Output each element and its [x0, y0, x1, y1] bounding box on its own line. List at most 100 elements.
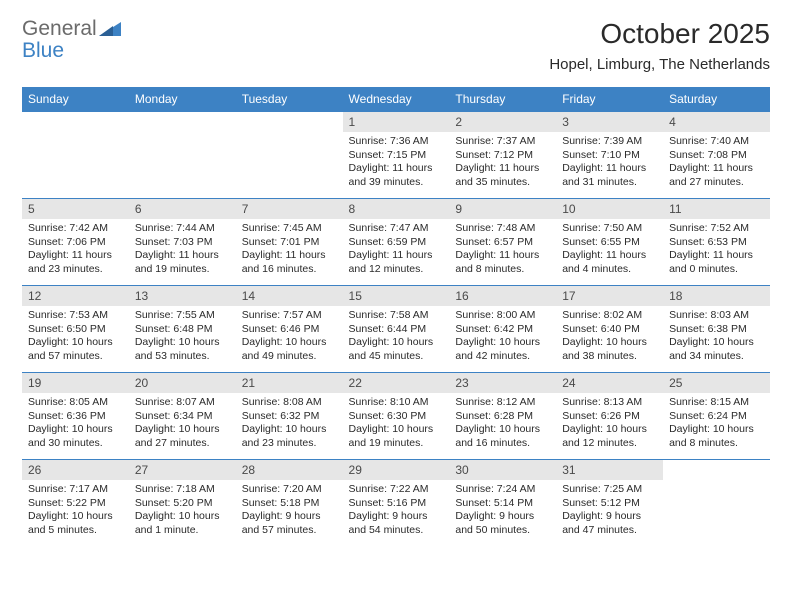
- calendar-page: General Blue October 2025 Hopel, Limburg…: [0, 0, 792, 546]
- day-details: Sunrise: 7:58 AMSunset: 6:44 PMDaylight:…: [343, 306, 450, 372]
- daylight-text: Daylight: 9 hours and 54 minutes.: [349, 510, 444, 537]
- sunset-text: Sunset: 6:50 PM: [28, 323, 123, 337]
- calendar-day-cell: 18Sunrise: 8:03 AMSunset: 6:38 PMDayligh…: [663, 286, 770, 373]
- day-details: Sunrise: 7:17 AMSunset: 5:22 PMDaylight:…: [22, 480, 129, 546]
- day-number: 5: [22, 199, 129, 219]
- day-details: Sunrise: 7:50 AMSunset: 6:55 PMDaylight:…: [556, 219, 663, 285]
- sunrise-text: Sunrise: 8:13 AM: [562, 396, 657, 410]
- sunset-text: Sunset: 6:59 PM: [349, 236, 444, 250]
- daylight-text: Daylight: 11 hours and 8 minutes.: [455, 249, 550, 276]
- day-number: 11: [663, 199, 770, 219]
- day-header-row: SundayMondayTuesdayWednesdayThursdayFrid…: [22, 87, 770, 112]
- calendar-day-cell: 12Sunrise: 7:53 AMSunset: 6:50 PMDayligh…: [22, 286, 129, 373]
- day-number: 28: [236, 460, 343, 480]
- sunrise-text: Sunrise: 7:37 AM: [455, 135, 550, 149]
- daylight-text: Daylight: 11 hours and 35 minutes.: [455, 162, 550, 189]
- sunset-text: Sunset: 6:57 PM: [455, 236, 550, 250]
- daylight-text: Daylight: 10 hours and 30 minutes.: [28, 423, 123, 450]
- calendar-day-cell: 16Sunrise: 8:00 AMSunset: 6:42 PMDayligh…: [449, 286, 556, 373]
- day-number: 15: [343, 286, 450, 306]
- logo-word-general: General: [22, 17, 97, 40]
- day-details: Sunrise: 8:00 AMSunset: 6:42 PMDaylight:…: [449, 306, 556, 372]
- day-number: 17: [556, 286, 663, 306]
- day-number: 3: [556, 112, 663, 132]
- day-details: [129, 132, 236, 198]
- day-details: Sunrise: 7:24 AMSunset: 5:14 PMDaylight:…: [449, 480, 556, 546]
- logo-text: General Blue: [22, 18, 97, 62]
- daylight-text: Daylight: 11 hours and 23 minutes.: [28, 249, 123, 276]
- day-number: 6: [129, 199, 236, 219]
- sunset-text: Sunset: 6:34 PM: [135, 410, 230, 424]
- day-number: 18: [663, 286, 770, 306]
- calendar-head: SundayMondayTuesdayWednesdayThursdayFrid…: [22, 87, 770, 112]
- calendar-day-cell: 14Sunrise: 7:57 AMSunset: 6:46 PMDayligh…: [236, 286, 343, 373]
- daylight-text: Daylight: 9 hours and 50 minutes.: [455, 510, 550, 537]
- day-header: Saturday: [663, 87, 770, 112]
- day-number: 29: [343, 460, 450, 480]
- daylight-text: Daylight: 10 hours and 12 minutes.: [562, 423, 657, 450]
- day-number: 30: [449, 460, 556, 480]
- sunrise-text: Sunrise: 7:36 AM: [349, 135, 444, 149]
- sunrise-text: Sunrise: 7:47 AM: [349, 222, 444, 236]
- calendar-day-cell: 2Sunrise: 7:37 AMSunset: 7:12 PMDaylight…: [449, 112, 556, 199]
- sunset-text: Sunset: 6:32 PM: [242, 410, 337, 424]
- sunset-text: Sunset: 6:38 PM: [669, 323, 764, 337]
- day-details: Sunrise: 8:02 AMSunset: 6:40 PMDaylight:…: [556, 306, 663, 372]
- day-header: Monday: [129, 87, 236, 112]
- calendar-day-cell: 13Sunrise: 7:55 AMSunset: 6:48 PMDayligh…: [129, 286, 236, 373]
- day-number: 8: [343, 199, 450, 219]
- sunset-text: Sunset: 6:44 PM: [349, 323, 444, 337]
- day-details: Sunrise: 7:53 AMSunset: 6:50 PMDaylight:…: [22, 306, 129, 372]
- daylight-text: Daylight: 10 hours and 27 minutes.: [135, 423, 230, 450]
- daylight-text: Daylight: 10 hours and 45 minutes.: [349, 336, 444, 363]
- day-header: Thursday: [449, 87, 556, 112]
- day-number: 4: [663, 112, 770, 132]
- daylight-text: Daylight: 11 hours and 19 minutes.: [135, 249, 230, 276]
- daylight-text: Daylight: 10 hours and 16 minutes.: [455, 423, 550, 450]
- sunrise-text: Sunrise: 7:50 AM: [562, 222, 657, 236]
- day-header: Friday: [556, 87, 663, 112]
- sunrise-text: Sunrise: 8:12 AM: [455, 396, 550, 410]
- sunrise-text: Sunrise: 7:57 AM: [242, 309, 337, 323]
- day-number: 21: [236, 373, 343, 393]
- day-header: Wednesday: [343, 87, 450, 112]
- calendar-week-row: 12Sunrise: 7:53 AMSunset: 6:50 PMDayligh…: [22, 286, 770, 373]
- daylight-text: Daylight: 10 hours and 1 minute.: [135, 510, 230, 537]
- sunset-text: Sunset: 6:28 PM: [455, 410, 550, 424]
- sunrise-text: Sunrise: 7:18 AM: [135, 483, 230, 497]
- day-details: Sunrise: 8:13 AMSunset: 6:26 PMDaylight:…: [556, 393, 663, 459]
- location-text: Hopel, Limburg, The Netherlands: [549, 56, 770, 73]
- day-details: Sunrise: 8:03 AMSunset: 6:38 PMDaylight:…: [663, 306, 770, 372]
- calendar-day-cell: 17Sunrise: 8:02 AMSunset: 6:40 PMDayligh…: [556, 286, 663, 373]
- calendar-day-cell: 20Sunrise: 8:07 AMSunset: 6:34 PMDayligh…: [129, 373, 236, 460]
- calendar-day-cell: 25Sunrise: 8:15 AMSunset: 6:24 PMDayligh…: [663, 373, 770, 460]
- sunrise-text: Sunrise: 7:53 AM: [28, 309, 123, 323]
- day-number: 25: [663, 373, 770, 393]
- calendar-day-cell: 31Sunrise: 7:25 AMSunset: 5:12 PMDayligh…: [556, 460, 663, 547]
- day-details: Sunrise: 8:07 AMSunset: 6:34 PMDaylight:…: [129, 393, 236, 459]
- daylight-text: Daylight: 9 hours and 57 minutes.: [242, 510, 337, 537]
- day-number: 14: [236, 286, 343, 306]
- daylight-text: Daylight: 10 hours and 19 minutes.: [349, 423, 444, 450]
- day-number: [129, 112, 236, 132]
- daylight-text: Daylight: 10 hours and 34 minutes.: [669, 336, 764, 363]
- month-title: October 2025: [549, 18, 770, 50]
- sunset-text: Sunset: 7:01 PM: [242, 236, 337, 250]
- sunset-text: Sunset: 7:15 PM: [349, 149, 444, 163]
- sunrise-text: Sunrise: 8:02 AM: [562, 309, 657, 323]
- calendar-week-row: 1Sunrise: 7:36 AMSunset: 7:15 PMDaylight…: [22, 112, 770, 199]
- calendar-day-cell: 11Sunrise: 7:52 AMSunset: 6:53 PMDayligh…: [663, 199, 770, 286]
- sunset-text: Sunset: 7:06 PM: [28, 236, 123, 250]
- day-details: Sunrise: 7:39 AMSunset: 7:10 PMDaylight:…: [556, 132, 663, 198]
- sunrise-text: Sunrise: 8:10 AM: [349, 396, 444, 410]
- day-details: Sunrise: 7:55 AMSunset: 6:48 PMDaylight:…: [129, 306, 236, 372]
- sunset-text: Sunset: 6:30 PM: [349, 410, 444, 424]
- topbar: General Blue October 2025 Hopel, Limburg…: [22, 18, 770, 83]
- day-number: 27: [129, 460, 236, 480]
- calendar-day-cell: 28Sunrise: 7:20 AMSunset: 5:18 PMDayligh…: [236, 460, 343, 547]
- day-details: Sunrise: 7:22 AMSunset: 5:16 PMDaylight:…: [343, 480, 450, 546]
- calendar-day-cell: [129, 112, 236, 199]
- daylight-text: Daylight: 11 hours and 4 minutes.: [562, 249, 657, 276]
- calendar-day-cell: 9Sunrise: 7:48 AMSunset: 6:57 PMDaylight…: [449, 199, 556, 286]
- daylight-text: Daylight: 10 hours and 49 minutes.: [242, 336, 337, 363]
